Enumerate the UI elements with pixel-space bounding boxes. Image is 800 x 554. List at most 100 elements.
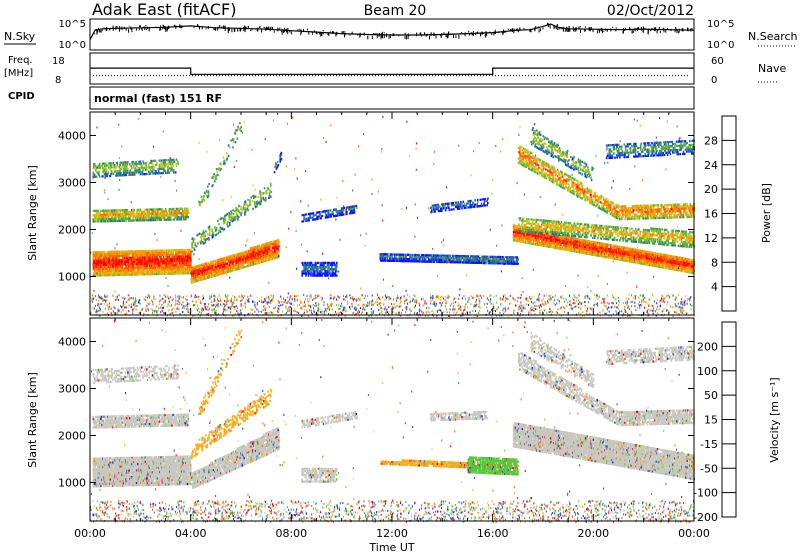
echo-cell (133, 209, 135, 211)
nsky-sample (443, 32, 444, 34)
echo-cell (422, 258, 424, 260)
echo-cell (212, 184, 214, 186)
echo-cell (278, 243, 280, 245)
echo-cell (240, 214, 242, 216)
echo-cell (99, 175, 101, 177)
echo-cell (463, 257, 465, 259)
echo-cell (144, 167, 146, 169)
echo-cell (177, 161, 179, 163)
echo-cell (387, 253, 389, 255)
echo-cell (265, 199, 267, 201)
echo-cell (380, 257, 382, 259)
echo-cell (153, 213, 155, 215)
nsky-sample (344, 31, 345, 32)
nsky-sample (550, 25, 551, 29)
echo-cell (439, 255, 441, 257)
echo-cell (332, 270, 334, 272)
echo-cell (116, 162, 118, 164)
echo-cell (190, 262, 192, 264)
nsky-sample (136, 29, 137, 31)
echo-cell (208, 195, 210, 197)
echo-cell (140, 163, 142, 165)
nsky-sample (390, 36, 391, 38)
echo-cell (207, 185, 209, 187)
nsky-sample (104, 27, 105, 28)
echo-cell (403, 254, 405, 256)
echo-cell (127, 170, 129, 172)
nsky-sample (261, 29, 262, 33)
echo-cell (144, 271, 146, 273)
echo-cell (205, 277, 207, 279)
nsky-sample (319, 32, 320, 33)
echo-cell (235, 218, 237, 220)
nsky-sample (130, 27, 131, 30)
echo-cell (96, 214, 98, 216)
echo-cell (140, 161, 142, 163)
echo-cell (159, 166, 161, 168)
nsky-sample (384, 34, 385, 38)
echo-cell (167, 212, 169, 214)
echo-cell (326, 266, 328, 268)
nsky-sample (98, 28, 99, 30)
echo-cell (278, 164, 280, 166)
echo-cell (207, 233, 209, 235)
echo-cell (123, 218, 125, 220)
nsky-sample (145, 25, 146, 26)
echo-cell (305, 270, 307, 272)
echo-cell (169, 256, 171, 258)
echo-cell (149, 171, 151, 173)
nsky-sample (142, 29, 143, 31)
echo-cell (98, 210, 100, 212)
nsky-sample (535, 26, 536, 29)
echo-cell (139, 269, 141, 271)
echo-cell (500, 256, 502, 258)
echo-cell (194, 249, 196, 251)
nsky-sample (144, 27, 145, 29)
echo-cell (416, 258, 418, 260)
echo-cell (390, 258, 392, 260)
nsky-sample (307, 29, 308, 31)
echo-cell (306, 218, 308, 220)
echo-cell (134, 174, 136, 176)
nsky-sample (101, 30, 102, 32)
echo-cell (142, 169, 144, 171)
echo-cell (303, 218, 305, 220)
nsky-sample (382, 34, 383, 38)
echo-cell (164, 161, 166, 163)
nsky-sample (321, 33, 322, 35)
echo-cell (119, 166, 121, 168)
echo-cell (200, 242, 202, 244)
nsky-sample (377, 35, 378, 38)
nsky-sample (344, 33, 345, 36)
nsky-sample (632, 30, 633, 34)
echo-cell (125, 174, 127, 176)
echo-cell (217, 174, 219, 176)
echo-cell (412, 254, 414, 256)
echo-cell (174, 216, 176, 218)
nsky-sample (480, 33, 481, 36)
nsky-sample (281, 29, 282, 31)
echo-cell (94, 163, 96, 165)
nsky-sample (390, 34, 391, 36)
nsky-sample (147, 27, 148, 29)
echo-cell (175, 171, 177, 173)
nsky-sample (94, 33, 95, 34)
echo-cell (303, 220, 305, 222)
echo-cell (218, 223, 220, 225)
nsky-sample (598, 29, 599, 30)
nsky-sample (223, 25, 224, 28)
nsky-sample (113, 26, 114, 29)
nsky-sample (405, 36, 406, 39)
echo-cell (185, 218, 187, 220)
echo-cell (167, 163, 169, 165)
nsky-sample (531, 29, 532, 33)
echo-cell (257, 196, 259, 198)
echo-cell (232, 270, 234, 272)
nsky-sample (591, 27, 592, 30)
nsky-sample (635, 28, 636, 32)
echo-cell (211, 267, 213, 269)
echo-cell (231, 212, 233, 214)
echo-cell (160, 262, 162, 264)
nsky-sample (517, 30, 518, 32)
nsky-sample (578, 27, 579, 30)
